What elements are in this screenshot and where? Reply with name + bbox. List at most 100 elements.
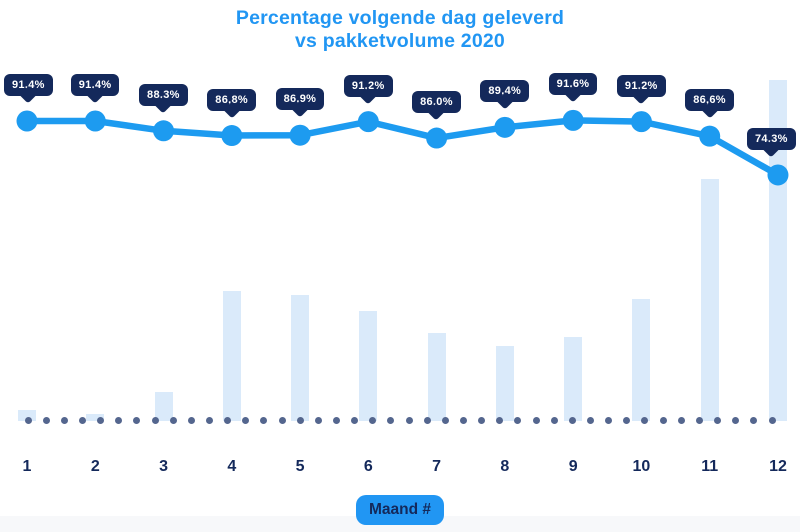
baseline-dot [42,416,50,424]
x-axis-label-month-9: 9 [568,458,578,475]
value-badge-label: 91,4% [78,79,112,91]
baseline-dot [568,416,576,424]
chart-title: Percentage volgende dag geleverd vs pakk… [235,7,565,52]
baseline-dot [205,416,213,424]
volume-bar-month-4 [222,291,241,421]
volume-bar-month-8 [495,345,514,421]
baseline-dot [641,416,649,424]
volume-bar-month-2 [86,413,105,421]
x-axis-label-month-6: 6 [363,458,373,475]
value-badge-label: 91,2% [624,79,658,92]
volume-bar-month-1 [18,410,36,421]
volume-bar-month-11 [700,178,719,421]
data-point-marker-month-9 [562,109,584,131]
data-point-marker-month-1 [16,110,38,132]
x-axis-label-month-8: 8 [500,458,510,475]
data-point-marker-month-7 [426,127,448,149]
value-badge-label: 91,2% [351,79,385,92]
baseline-dot [659,416,667,424]
data-point-marker-month-5 [289,124,311,146]
value-badge-label: 88,3% [147,88,180,101]
data-point-marker-month-6 [357,111,379,133]
data-point-marker-month-4 [221,125,243,147]
x-axis-label-month-2: 2 [90,458,100,475]
value-badge-month-1: 91,4% [4,74,53,104]
value-badge-label: 91,6% [556,78,590,91]
baseline-dot [369,416,377,424]
data-point-marker-month-2 [84,110,106,132]
value-badge-month-4: 86,8% [207,88,256,119]
volume-bar-month-6 [359,310,378,421]
value-badge-label: 89,4% [488,85,521,97]
value-badge-label: 86,8% [215,93,248,106]
x-axis-label-month-3: 3 [159,458,168,475]
baseline-dot [460,416,467,424]
value-badge-label: 74,3% [755,132,788,145]
value-badge-month-10: 91,2% [616,74,666,105]
baseline-dot [405,416,413,424]
value-badge-label: 91,4% [12,79,45,91]
baseline-dot [423,416,431,424]
data-point-marker-month-11 [699,125,721,147]
x-axis-label-month-7: 7 [432,458,442,475]
baseline-dot [278,416,286,424]
percentage-line [23,117,782,179]
baseline-dot [478,416,486,424]
value-badge-month-7: 86,0% [412,91,461,121]
x-axis-label-month-10: 10 [632,458,651,475]
baseline-dot [532,416,540,424]
baseline-dot [750,416,758,424]
baseline-dot [60,416,68,424]
baseline-dot [224,416,232,424]
volume-bar-month-3 [154,392,173,421]
baseline-dot [133,416,141,424]
x-axis-label-month-4: 4 [227,458,237,475]
value-badge-label: 86,6% [693,94,726,106]
data-point-marker-month-12 [767,164,789,186]
baseline-dot [242,416,250,424]
volume-bar-month-7 [427,333,446,421]
data-point-marker-month-10 [630,111,652,133]
baseline-dot [351,416,359,424]
x-axis-label-month-11: 11 [701,458,719,475]
value-badge-month-5: 86,9% [275,88,325,118]
x-axis-label-month-12: 12 [769,458,787,475]
data-point-marker-month-3 [153,120,175,142]
baseline-dot [441,416,449,424]
baseline-dot [387,416,395,424]
baseline-dot [296,416,304,424]
value-badge-month-12: 74,3% [747,127,796,158]
x-axis-title-badge: Maand # [355,495,445,525]
baseline-dot [587,416,595,424]
baseline-dot [714,416,722,424]
volume-bar-month-9 [564,337,583,421]
value-badge-label: 86,9% [283,93,317,106]
baseline-dot [78,416,86,424]
baseline-dot [97,416,105,424]
baseline-dot [695,416,703,424]
baseline-dot [514,416,522,424]
baseline-dot [314,416,322,424]
value-badge-month-3: 88,3% [139,83,188,114]
baseline-dot [115,416,123,424]
x-axis-label-month-1: 1 [22,458,32,475]
baseline-dot [187,416,195,424]
volume-bar-month-5 [291,294,310,421]
baseline-dot [169,416,177,424]
value-badge-month-2: 91,4% [70,74,120,104]
volume-bar-month-12 [768,80,787,421]
value-badge-month-11: 86,6% [685,89,734,119]
baseline-dot [623,416,631,424]
value-badge-month-9: 91,6% [548,73,598,103]
value-badge-month-8: 89,4% [480,80,530,110]
baseline-dot [260,416,268,424]
baseline-dot [496,416,504,424]
x-axis-label-month-5: 5 [295,458,305,475]
volume-bar-month-10 [632,298,651,421]
